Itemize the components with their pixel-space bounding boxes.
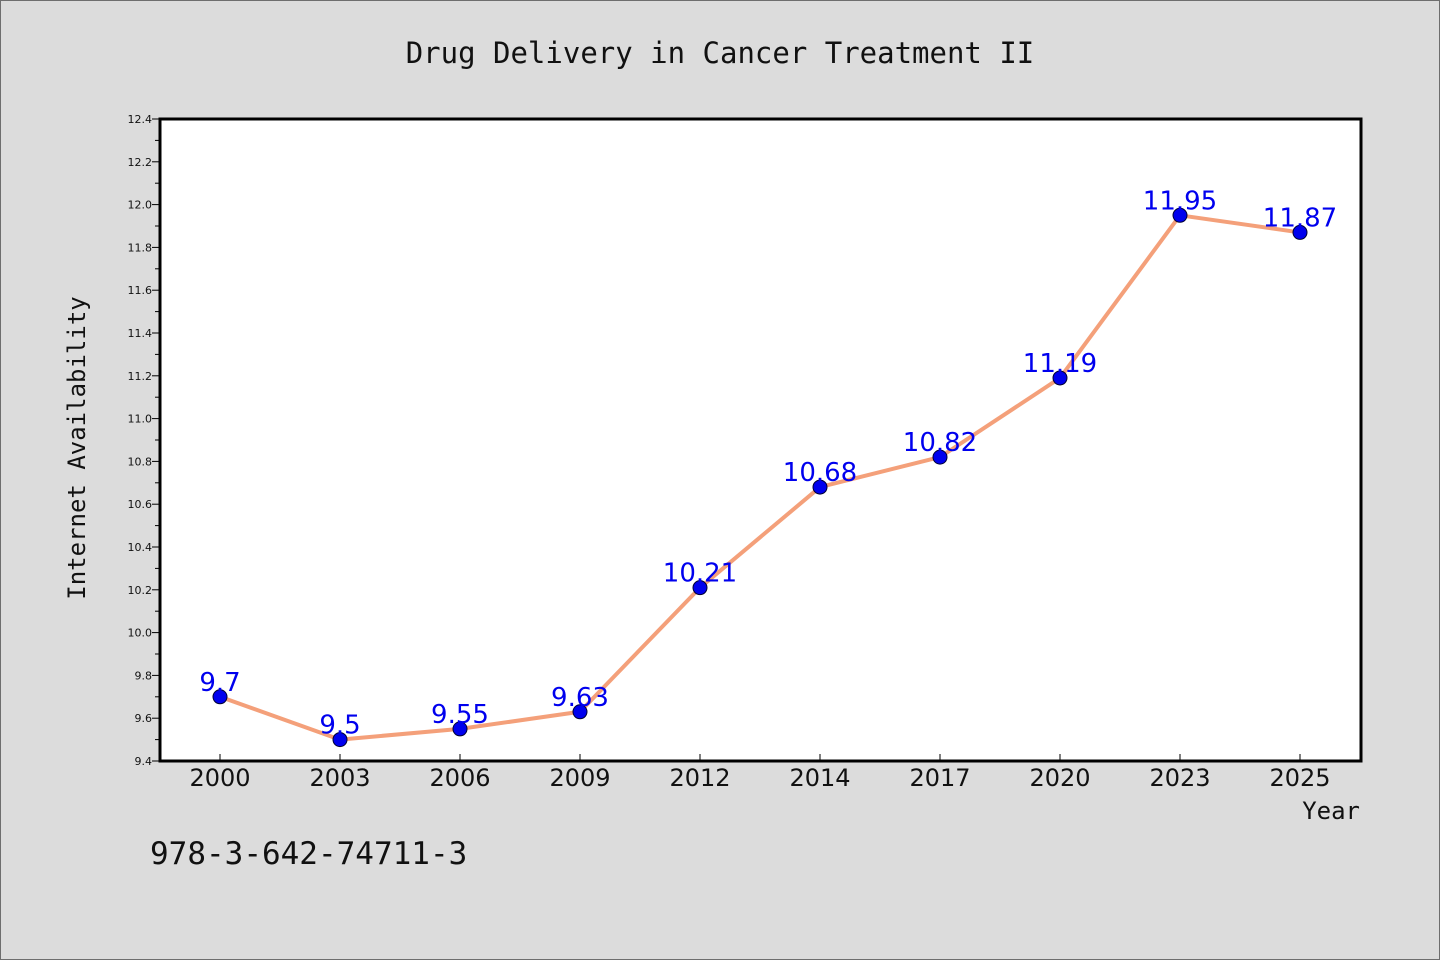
data-point: [932, 449, 948, 465]
plot-area: [158, 117, 1363, 763]
x-tick-label: 2014: [789, 764, 850, 792]
data-label: 11.87: [1263, 203, 1337, 233]
y-tick-label: 10.2: [128, 584, 153, 597]
data-label: 10.68: [783, 458, 857, 488]
data-point: [212, 689, 228, 705]
x-tick-label: 2023: [1149, 764, 1210, 792]
x-tick-label: 2006: [429, 764, 490, 792]
y-tick-label: 10.8: [128, 455, 153, 468]
isbn-text: 978-3-642-74711-3: [150, 836, 467, 872]
data-label: 9.63: [551, 683, 609, 713]
data-label: 11.19: [1023, 349, 1097, 379]
data-point: [1172, 207, 1188, 223]
data-label: 9.55: [431, 700, 489, 730]
x-axis: 2000 2003 2006 2009 2012 2014 2017 2020 2023 2025: [189, 754, 1331, 792]
y-tick-label: 11.2: [128, 370, 153, 383]
data-label: 9.5: [319, 711, 360, 741]
x-tick-label: 2000: [189, 764, 250, 792]
data-label: 11.95: [1143, 186, 1217, 216]
data-point: [692, 580, 708, 596]
data-point: [452, 721, 468, 737]
data-point: [1292, 224, 1308, 240]
y-tick-label: 11.0: [128, 413, 153, 426]
y-tick-label: 9.4: [135, 755, 153, 768]
x-tick-label: 2009: [549, 764, 610, 792]
y-axis-label: Internet Availability: [63, 296, 91, 599]
y-tick-label: 12.0: [128, 199, 153, 212]
y-tick-label: 12.2: [128, 156, 153, 169]
y-tick-label: 10.0: [128, 627, 153, 640]
y-tick-label: 10.6: [128, 498, 153, 511]
series-line: [219, 213, 1301, 742]
series-layer: 9.7 9.5 9.55 9.63 10.21 10.68 10.82 11.19 11.95 1…: [199, 186, 1337, 748]
y-axis: 9.4 9.6 9.8 10.0 10.2 10.4 10.6 10.8 11.0 11.2 11.…: [128, 113, 160, 768]
y-tick-label: 9.8: [135, 669, 153, 682]
x-tick-label: 2025: [1269, 764, 1330, 792]
chart-title: Drug Delivery in Cancer Treatment II: [406, 36, 1035, 70]
data-label: 9.7: [199, 668, 240, 698]
x-axis-label: Year: [1302, 797, 1360, 825]
data-label: 10.82: [903, 428, 977, 458]
x-tick-label: 2020: [1029, 764, 1090, 792]
x-tick-label: 2017: [909, 764, 970, 792]
y-tick-label: 12.4: [128, 113, 153, 126]
x-tick-label: 2003: [309, 764, 370, 792]
data-point: [1052, 370, 1068, 386]
y-tick-label: 10.4: [128, 541, 153, 554]
y-tick-label: 9.6: [135, 712, 153, 725]
data-point: [572, 704, 588, 720]
y-tick-label: 11.4: [128, 327, 153, 340]
data-point: [812, 479, 828, 495]
y-tick-label: 11.8: [128, 241, 153, 254]
x-tick-label: 2012: [669, 764, 730, 792]
y-tick-label: 11.6: [128, 284, 153, 297]
data-label: 10.21: [663, 559, 737, 589]
data-point: [332, 732, 348, 748]
